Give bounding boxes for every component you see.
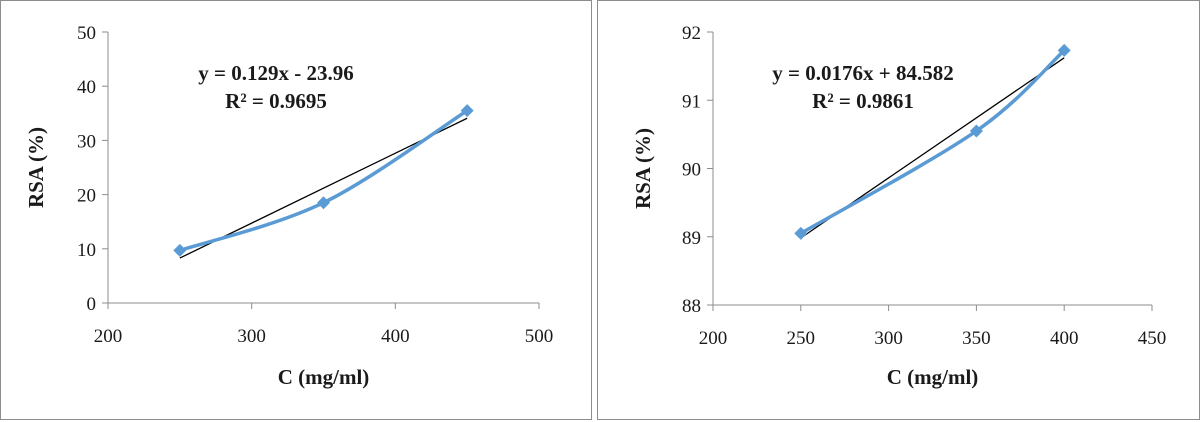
chart-right-svg: 88 89 90 91 92 200 250 300 350 400 450 C (mg/ml) RSA… xyxy=(631,23,1167,389)
r-squared-label: R² = 0.9695 xyxy=(225,89,327,113)
x-tick-label: 250 xyxy=(787,328,816,349)
y-tick-label: 91 xyxy=(682,91,701,112)
chart-left-svg: 0 10 20 30 40 50 200 300 400 500 C (mg/ml) RSA (%) y… xyxy=(24,23,554,389)
data-point-marker xyxy=(1057,43,1071,57)
series-line xyxy=(799,48,1066,236)
y-tick-label: 20 xyxy=(77,186,96,207)
y-tick-label: 40 xyxy=(77,77,96,98)
x-tick-label: 300 xyxy=(874,328,903,349)
y-tick-label: 92 xyxy=(682,23,701,44)
x-axis-title: C (mg/ml) xyxy=(887,365,979,389)
y-tick-label: 10 xyxy=(77,240,96,261)
x-tick-label: 400 xyxy=(1050,328,1079,349)
trendline-equation: y = 0.0176x + 84.582 xyxy=(772,61,953,85)
x-tick-label: 500 xyxy=(525,326,554,347)
x-tick-label: 300 xyxy=(237,326,266,347)
x-axis-title: C (mg/ml) xyxy=(278,365,370,389)
data-point-marker xyxy=(969,124,983,138)
chart-panel-right: 88 89 90 91 92 200 250 300 350 400 450 C (mg/ml) RSA… xyxy=(597,0,1200,420)
x-tick-label: 350 xyxy=(962,328,991,349)
series-line xyxy=(178,108,469,253)
y-tick-label: 88 xyxy=(682,296,701,317)
data-point-marker xyxy=(317,196,330,210)
y-tick-label: 90 xyxy=(682,160,701,181)
data-point-marker xyxy=(460,104,474,118)
y-tick-label: 89 xyxy=(682,228,701,249)
y-tick-label: 50 xyxy=(77,23,96,44)
data-point-marker xyxy=(794,226,808,240)
r-squared-label: R² = 0.9861 xyxy=(812,89,914,113)
x-tick-label: 450 xyxy=(1138,328,1167,349)
y-axis-title: RSA (%) xyxy=(24,127,48,208)
chart-panel-left: 0 10 20 30 40 50 200 300 400 500 C (mg/ml) RSA (%) y… xyxy=(0,0,592,420)
y-axis-title: RSA (%) xyxy=(631,128,655,209)
y-tick-label: 0 xyxy=(87,294,97,315)
y-tick-label: 30 xyxy=(77,131,96,152)
x-tick-label: 400 xyxy=(381,326,410,347)
trendline-equation: y = 0.129x - 23.96 xyxy=(198,61,353,85)
data-point-marker xyxy=(173,243,187,257)
x-tick-label: 200 xyxy=(699,328,728,349)
x-tick-label: 200 xyxy=(94,326,123,347)
